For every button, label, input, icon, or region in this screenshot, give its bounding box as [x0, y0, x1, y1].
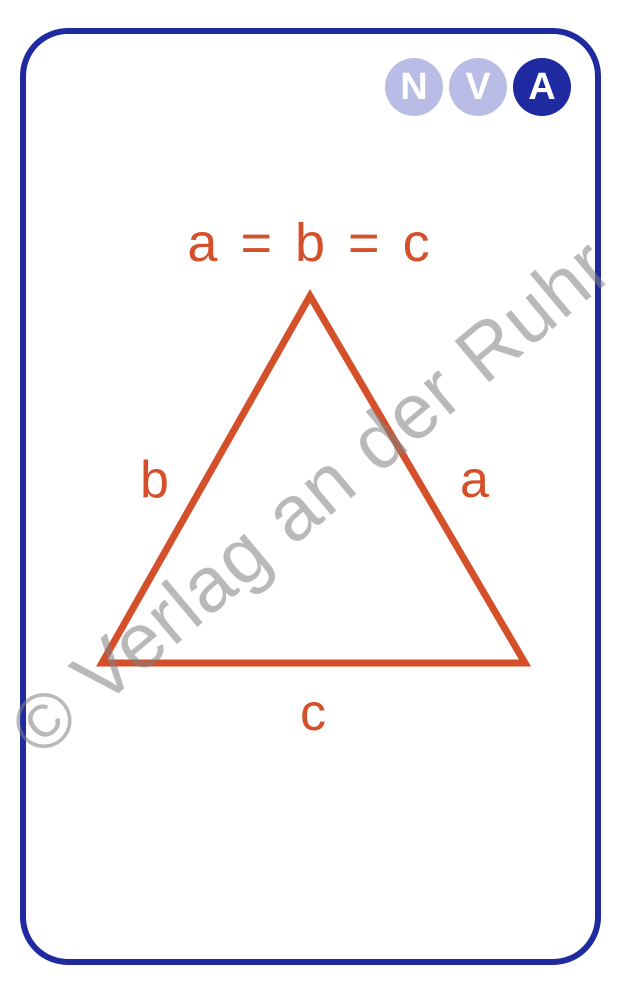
side-label-a: a — [460, 450, 489, 510]
side-label-b: b — [140, 450, 169, 510]
side-label-c: c — [300, 683, 326, 743]
triangle-diagram — [0, 0, 621, 993]
